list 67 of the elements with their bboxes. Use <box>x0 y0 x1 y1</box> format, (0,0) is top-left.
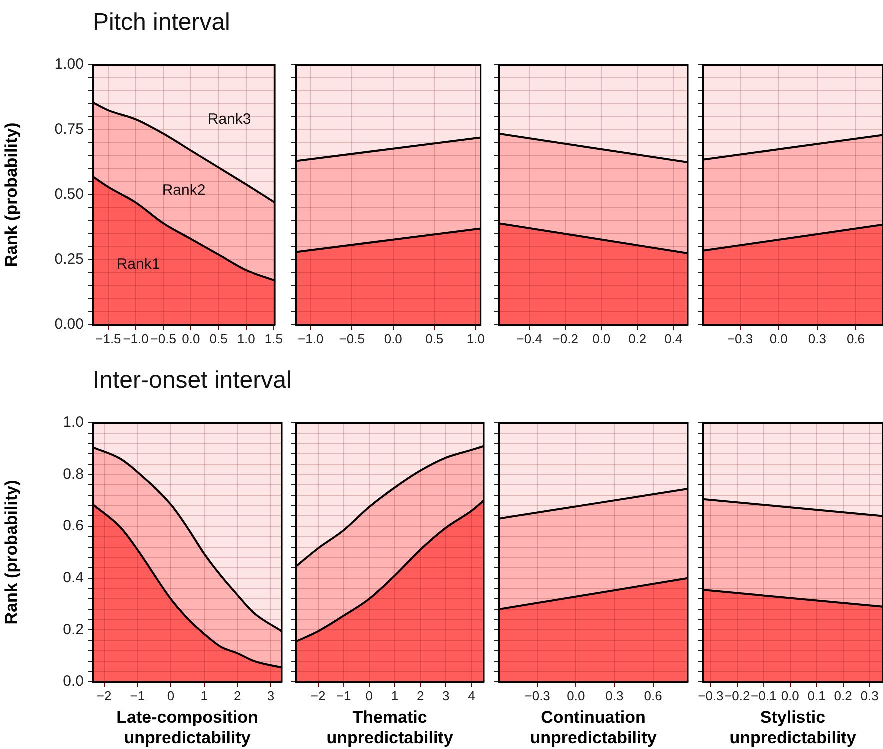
x-tick-label: 0.3 <box>808 331 826 346</box>
x-tick-label: 0.6 <box>846 331 866 346</box>
y-tick-label: 1.00 <box>54 56 84 74</box>
x-tick-label: 0 <box>167 688 175 704</box>
x-tick-label: 0.2 <box>834 688 852 704</box>
x-tick-label: −0.2 <box>724 688 750 704</box>
y-tick-label: 0.75 <box>54 121 84 138</box>
x-tick-label: 4 <box>468 688 476 704</box>
x-tick-label: 3 <box>267 688 275 704</box>
y-tick-label: 0.2 <box>63 621 84 638</box>
x-tick-label: 0.0 <box>770 331 788 346</box>
y-tick-label: 0.50 <box>54 186 84 204</box>
y-tick-label: 0.8 <box>63 466 84 483</box>
x-tick-label: 2 <box>416 688 424 704</box>
x-tick-label: 2 <box>234 688 242 704</box>
x-tick-label: −0.3 <box>727 331 754 346</box>
x-tick-label: −0.5 <box>150 331 176 346</box>
x-tick-label: −0.2 <box>552 331 578 346</box>
y-tick-label: 1.0 <box>63 414 84 432</box>
x-tick-label: 0.4 <box>664 331 683 346</box>
y-tick-label: 0.0 <box>63 673 84 690</box>
y-tick-label: 0.6 <box>63 518 84 535</box>
x-tick-label: 0.0 <box>567 688 586 704</box>
chart-title: Pitch interval <box>93 8 230 38</box>
x-tick-label: −1 <box>336 688 352 704</box>
y-axis-title: Rank (probability) <box>2 480 21 625</box>
x-tick-label: 0.5 <box>426 331 444 346</box>
x-tick-label: 0.1 <box>808 688 826 704</box>
x-tick-label: 0.5 <box>210 331 228 346</box>
x-tick-label: 1 <box>200 688 208 704</box>
series-label: Rank2 <box>162 182 206 199</box>
x-tick-label: −1.0 <box>123 331 149 346</box>
series-label: Rank3 <box>208 110 252 128</box>
y-tick-label: 0.4 <box>63 570 84 587</box>
x-tick-label: 0.0 <box>384 331 402 346</box>
y-tick-label: 0.00 <box>54 316 84 334</box>
x-tick-label: 0.0 <box>592 331 611 346</box>
x-tick-label: −0.3 <box>524 688 550 704</box>
x-tick-label: 0.2 <box>628 331 647 346</box>
x-tick-label: 1.5 <box>264 331 283 346</box>
y-axis-title: Rank (probability) <box>2 122 21 268</box>
x-tick-label: 1 <box>391 688 399 704</box>
series-label: Rank1 <box>116 256 160 273</box>
x-tick-label: −1 <box>130 688 146 704</box>
x-axis-title: Thematic unpredictability <box>326 708 454 748</box>
x-tick-label: 0 <box>366 688 374 704</box>
x-tick-label: −0.1 <box>751 688 777 704</box>
x-tick-label: 0.3 <box>860 688 879 704</box>
x-tick-label: −0.3 <box>698 688 724 704</box>
x-axis-title: Continuation unpredictability <box>530 708 658 748</box>
x-tick-label: −1.5 <box>96 331 122 346</box>
x-tick-label: 3 <box>442 688 450 704</box>
chart-title: Inter-onset interval <box>93 366 292 396</box>
x-tick-label: −2 <box>96 688 112 704</box>
x-axis-title: Stylistic unpredictability <box>730 708 857 748</box>
y-tick-label: 0.25 <box>54 251 84 268</box>
x-tick-label: 0.6 <box>644 688 662 704</box>
x-tick-label: 0.0 <box>781 688 800 704</box>
x-tick-label: −0.5 <box>339 331 365 346</box>
x-tick-label: 0.3 <box>606 688 624 704</box>
x-tick-label: −2 <box>310 688 326 704</box>
x-axis-title: Late-composition unpredictability <box>116 708 258 748</box>
x-tick-label: 0.0 <box>182 331 200 346</box>
x-tick-label: −1.0 <box>298 331 324 346</box>
x-tick-label: 1.0 <box>466 331 485 346</box>
x-tick-label: 1.0 <box>237 331 256 346</box>
x-tick-label: −0.4 <box>516 331 542 346</box>
